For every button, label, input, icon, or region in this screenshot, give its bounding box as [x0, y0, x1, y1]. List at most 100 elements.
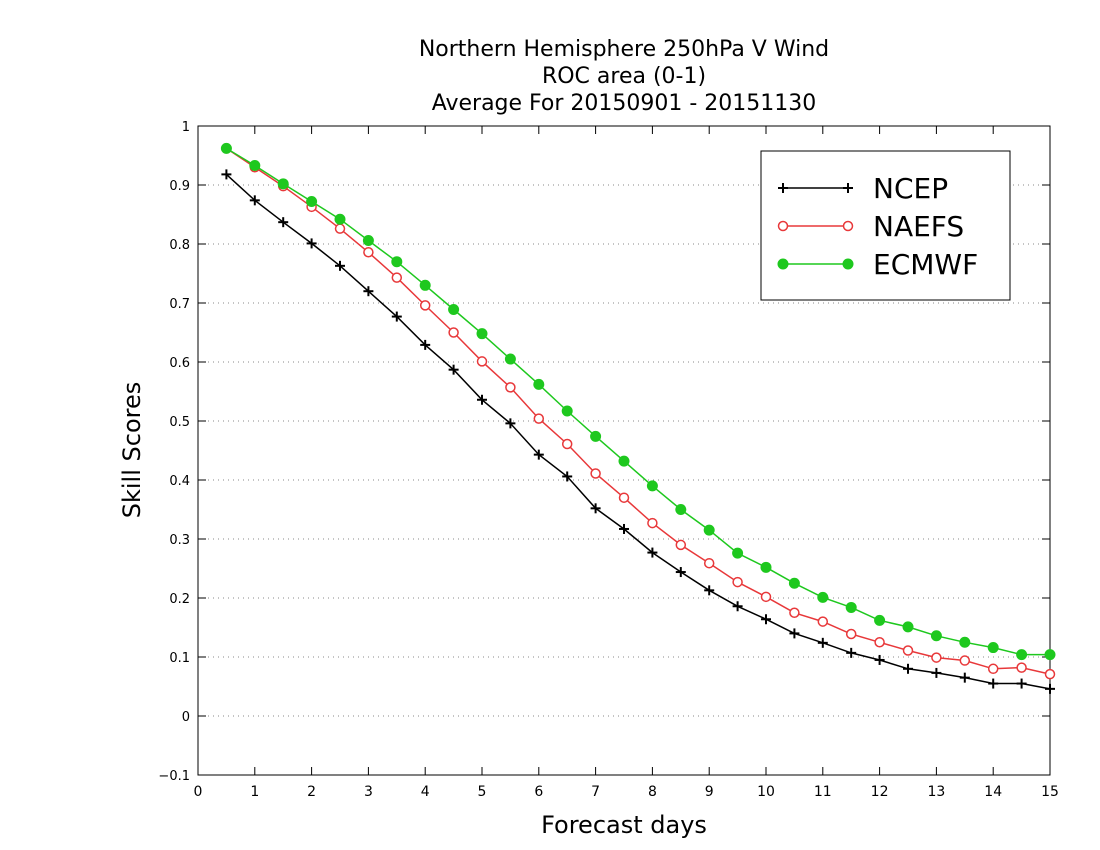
legend-marker-naefs [842, 220, 854, 232]
data-point-ecmwf [675, 504, 687, 515]
data-point-ecmwf [646, 480, 658, 492]
data-point-ecmwf [476, 328, 488, 340]
legend-marker-naefs [777, 220, 789, 232]
data-point-ncep [931, 667, 942, 678]
data-point-naefs [817, 616, 829, 627]
y-tick-label: 0.9 [169, 179, 190, 194]
data-point-naefs [590, 468, 601, 479]
data-point-ecmwf [959, 636, 971, 648]
y-tick-label: 0.2 [169, 592, 190, 607]
data-point-naefs [391, 272, 403, 283]
data-point-ecmwf [533, 378, 545, 390]
series-group [220, 142, 1056, 694]
data-point-ecmwf [306, 196, 318, 208]
data-point-ecmwf [419, 279, 431, 291]
data-point-ncep [448, 364, 459, 375]
data-point-ncep [874, 654, 885, 665]
data-point-ncep [420, 339, 431, 350]
data-point-naefs [1044, 668, 1056, 680]
y-tick-label: 0.3 [169, 533, 190, 548]
x-tick-label: 2 [307, 784, 316, 800]
data-point-ncep [249, 195, 260, 206]
data-point-ecmwf [703, 524, 715, 536]
data-point-ncep [1045, 683, 1055, 694]
data-point-naefs [959, 655, 971, 666]
data-point-ncep [306, 238, 317, 249]
y-tick-label: 1 [182, 120, 190, 135]
x-tick-label: 14 [984, 784, 1002, 800]
chart-title-line-3: Average For 20150901 - 20151130 [431, 91, 817, 116]
data-point-naefs [902, 645, 914, 656]
y-tick-label: −0.1 [158, 769, 190, 784]
data-point-ncep [959, 672, 970, 683]
data-point-naefs [732, 576, 743, 588]
data-point-naefs [789, 607, 800, 618]
x-tick-label: 8 [648, 784, 657, 800]
data-point-ncep [619, 523, 629, 534]
axis-ticks: −0.100.10.20.30.40.50.60.70.80.910 1 2 3 4 5 6… [158, 120, 1058, 800]
data-point-ecmwf [249, 160, 261, 172]
data-point-naefs [419, 300, 431, 311]
data-point-naefs [845, 628, 857, 640]
y-tick-label: 0.8 [169, 238, 190, 253]
data-point-ncep [903, 663, 913, 674]
data-point-naefs [476, 356, 488, 367]
chart-title-line-2: ROC area (0-1) [541, 64, 707, 89]
legend-marker-ncep [843, 183, 853, 193]
x-tick-label: 13 [927, 784, 945, 800]
x-tick-label: 0 [194, 784, 203, 800]
data-point-ncep [363, 286, 374, 297]
data-point-ecmwf [362, 234, 374, 246]
data-point-naefs [675, 539, 687, 551]
chart-title: Northern Hemisphere 250hPa V Wind ROC ar… [198, 36, 1050, 117]
data-point-ecmwf [760, 561, 772, 573]
chart-title-line-1: Northern Hemisphere 250hPa V Wind [418, 37, 830, 62]
x-tick-label: 7 [591, 784, 600, 800]
data-point-ecmwf [1044, 649, 1056, 661]
data-point-ncep [335, 260, 345, 271]
data-point-naefs [561, 438, 573, 450]
data-point-ncep [761, 614, 771, 625]
data-point-ncep [278, 217, 289, 228]
data-point-ncep [675, 567, 686, 578]
data-point-ncep [647, 547, 658, 558]
y-tick-label: 0.7 [169, 297, 190, 312]
data-point-ncep [505, 418, 516, 429]
x-tick-label: 5 [478, 784, 487, 800]
series-ncep [221, 169, 1055, 694]
data-point-ecmwf [902, 621, 914, 633]
data-point-ecmwf [987, 642, 999, 654]
legend-marker-ecmwf [842, 258, 854, 270]
x-tick-label: 11 [814, 784, 832, 800]
legend-label-ecmwf: ECMWF [873, 248, 978, 281]
legend-label-naefs: NAEFS [873, 210, 964, 243]
data-point-naefs [533, 413, 545, 424]
y-tick-label: 0.1 [169, 651, 190, 666]
data-point-ecmwf [391, 256, 403, 268]
x-tick-label: 6 [534, 784, 543, 800]
y-tick-label: 0.5 [169, 415, 190, 430]
legend-label-ncep: NCEP [873, 172, 948, 205]
legend: NCEP NAEFS ECMWF [760, 150, 1011, 301]
data-point-ncep [590, 503, 601, 514]
data-point-ncep [988, 678, 999, 689]
data-point-ecmwf [1016, 649, 1028, 661]
legend-marker-ecmwf [777, 258, 789, 270]
data-point-ecmwf [788, 577, 800, 589]
x-tick-label: 4 [421, 784, 430, 800]
x-tick-label: 9 [705, 784, 714, 800]
data-point-naefs [931, 652, 942, 663]
x-tick-label: 12 [871, 784, 889, 800]
plot-frame [197, 125, 1051, 776]
data-point-naefs [448, 327, 459, 338]
data-point-ncep [1016, 678, 1027, 689]
data-point-ncep [732, 601, 743, 612]
data-point-naefs [647, 517, 658, 529]
data-point-naefs [1016, 662, 1027, 673]
data-point-ecmwf [334, 213, 346, 225]
data-point-naefs [987, 663, 999, 675]
y-tick-label: 0.4 [169, 474, 190, 489]
data-point-naefs [618, 492, 630, 503]
data-point-ecmwf [618, 455, 630, 467]
